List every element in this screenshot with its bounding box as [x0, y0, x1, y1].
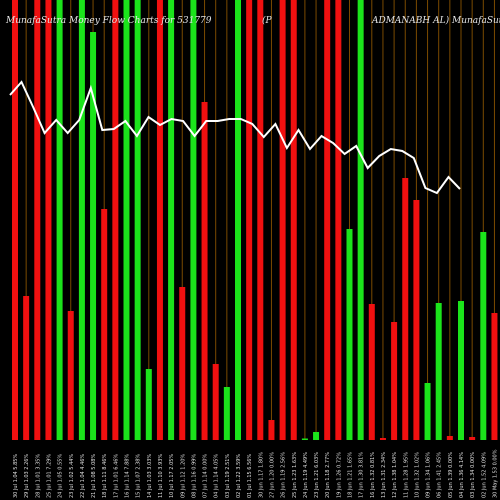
- x-tick-label: 04 Jun 1.36 4.14%: [459, 452, 465, 498]
- x-tick-label: 15 Jul 1.07 2.38%: [136, 454, 142, 498]
- bar-green: [235, 0, 241, 440]
- x-tick-label: 17 Jun 1.30 3.81%: [359, 452, 365, 498]
- x-tick-label: 21 Jul 1.08 5.08%: [91, 454, 97, 498]
- bar-green: [190, 0, 197, 440]
- x-tick-label: 16 Jul 1.14 7.88%: [125, 454, 131, 498]
- x-tick-label: 14 Jul 1.03 3.03%: [147, 454, 153, 498]
- x-tick-label: 18 Jul 1.11 8.46%: [102, 454, 108, 498]
- bar-green: [223, 387, 230, 440]
- bar-green: [134, 0, 141, 440]
- x-tick-label: 03 Jun 1.34 0.00%: [470, 452, 476, 498]
- bar-green: [78, 0, 85, 440]
- bar-red: [290, 0, 297, 440]
- x-tick-label: 24 Jul 1.05 0.55%: [58, 454, 64, 498]
- trend-line: [9, 80, 461, 195]
- x-tick-label: 25 Jul 1.01 7.29%: [46, 454, 52, 498]
- bar-red: [101, 209, 108, 440]
- x-tick-label: 30 Jun 1.17 1.80%: [258, 452, 264, 498]
- bar-red: [34, 0, 41, 440]
- x-tick-label: 06 Jun 1.41 2.45%: [437, 452, 443, 498]
- bar-red: [246, 0, 253, 440]
- bar-red: [23, 296, 30, 440]
- x-tick-label: 02 Jun 1.52 4.09%: [481, 452, 487, 498]
- x-tick-label: 07 Jul 1.14 0.00%: [203, 454, 209, 498]
- bar-red: [12, 0, 18, 440]
- bar-red: [67, 311, 74, 440]
- bar-red: [45, 0, 52, 440]
- bar-red: [201, 102, 208, 440]
- bar-red: [212, 364, 219, 440]
- bar-green: [56, 0, 63, 440]
- x-tick-label: 08 Jul 1.16 0.99%: [191, 454, 197, 498]
- x-tick-label: 26 Jun 1.19 2.56%: [281, 452, 287, 498]
- bar-green: [346, 229, 353, 440]
- bar-red: [413, 200, 420, 440]
- x-tick-label: 11 Jun 1.28 1.95%: [403, 452, 409, 498]
- bar-red: [335, 0, 342, 440]
- x-tick-label: 24 Jun 1.19 4.49%: [303, 452, 309, 498]
- bar-red: [257, 0, 264, 440]
- x-tick-labels: 30 Jul 1.04 5.85% 29 Jul 1.03 2.26% 28 Jul…: [13, 449, 498, 498]
- bar-red: [268, 420, 275, 440]
- x-tick-label: 12 Jun 1.38 1.04%: [392, 452, 398, 498]
- x-tick-label: 22 Jul 1.04 4.46%: [80, 454, 86, 498]
- bar-green: [301, 438, 308, 440]
- bars: [12, 0, 498, 440]
- x-tick-label: 19 Jun 1.26 0.72%: [336, 452, 342, 498]
- x-tick-label: 09 Jul 1.12 1.20%: [180, 454, 186, 498]
- chart-title: MunafaSutra Money Flow Charts for 531779: [5, 16, 212, 26]
- bar-red: [156, 0, 163, 440]
- x-tick-label: 02 Jul 1.22 3.59%: [236, 454, 242, 498]
- x-tick-label: 03 Jul 1.19 2.51%: [225, 454, 231, 498]
- x-tick-label: 30 Jul 1.04 5.85%: [13, 454, 19, 498]
- x-tick-label: 20 Jun 1.18 2.77%: [325, 452, 331, 498]
- bar-red: [112, 0, 119, 440]
- x-tick-label: 23 Jul 1.02 5.44%: [69, 454, 75, 498]
- bar-red: [469, 437, 476, 440]
- bar-green: [145, 369, 152, 440]
- x-tick-label: 13 Jun 1.31 2.34%: [381, 452, 387, 498]
- x-tick-label: 17 Jul 1.01 6.46%: [113, 454, 119, 498]
- x-tick-label: 09 Jun 1.34 1.06%: [426, 452, 432, 498]
- x-tick-label: 18 Jun 1.21 1.65%: [348, 452, 354, 498]
- x-tick-label: 30 May 1.53 0.00%: [492, 449, 498, 498]
- bar-red: [391, 322, 398, 440]
- bar-green: [123, 0, 130, 440]
- bar-red: [379, 438, 386, 440]
- x-tick-label: 29 Jul 1.03 2.26%: [24, 454, 30, 498]
- bar-green: [458, 301, 464, 440]
- bar-red: [446, 436, 453, 440]
- bar-red: [368, 304, 375, 440]
- x-tick-label: 28 Jul 1.01 3.35%: [35, 454, 41, 498]
- x-tick-label: 01 Jul 1.15 6.56%: [247, 454, 253, 498]
- bar-green: [357, 0, 364, 440]
- bar-green: [90, 32, 97, 440]
- x-tick-label: 23 Jun 1.21 6.03%: [314, 452, 320, 498]
- x-tick-label: 16 Jun 1.32 0.81%: [370, 452, 376, 498]
- chart-title-fragment: (P: [262, 15, 273, 26]
- bar-green: [480, 232, 487, 440]
- bar-red: [279, 0, 286, 440]
- x-tick-label: 04 Jul 1.14 4.05%: [214, 454, 220, 498]
- x-tick-label: 27 Jun 1.20 0.00%: [269, 452, 275, 498]
- bar-red: [179, 287, 186, 440]
- bar-green: [313, 432, 320, 440]
- x-tick-label: 10 Jul 1.17 2.05%: [169, 454, 175, 498]
- x-tick-label: 10 Jun 1.32 1.02%: [414, 452, 420, 498]
- x-tick-label: 11 Jul 1.10 3.93%: [158, 454, 164, 498]
- bar-red: [491, 313, 498, 440]
- bar-red: [324, 0, 331, 440]
- x-tick-label: 25 Jun 1.23 1.63%: [292, 452, 298, 498]
- chart-title-site: ADMANABH AL) MunafaSutra.com: [371, 15, 500, 26]
- x-tick-label: 05 Jun 1.39 0.00%: [448, 452, 454, 498]
- bar-green: [424, 383, 431, 440]
- bar-red: [402, 178, 409, 440]
- bar-green: [168, 0, 175, 440]
- bar-green: [435, 303, 442, 440]
